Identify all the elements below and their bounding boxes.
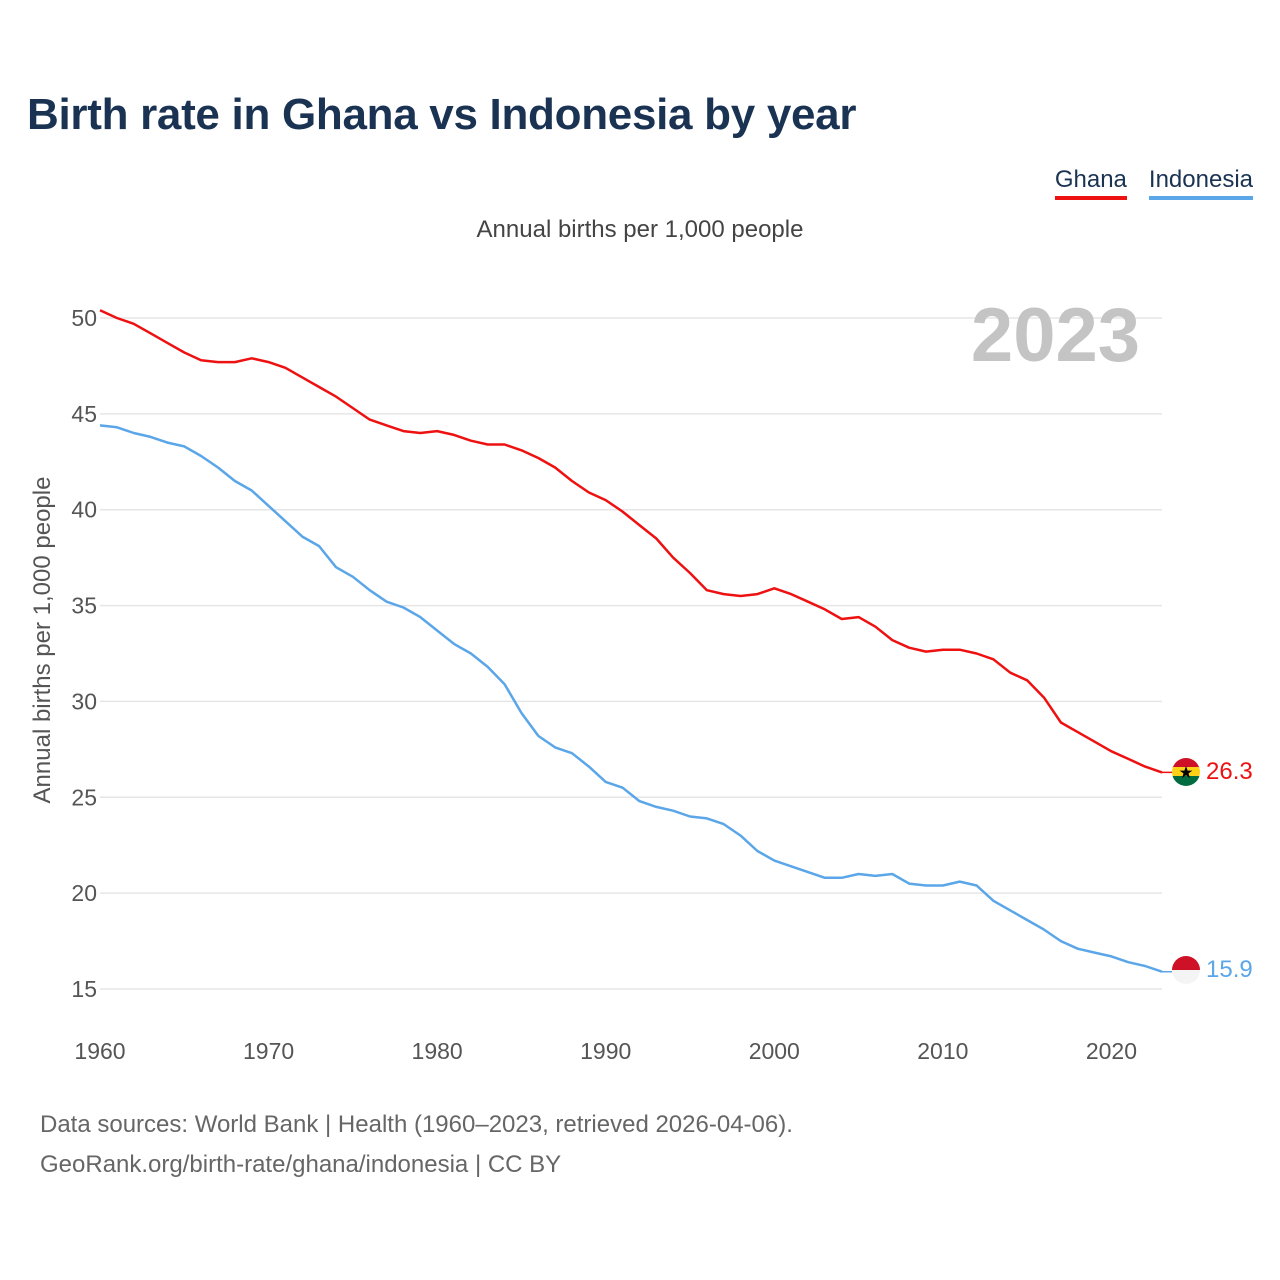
x-tick-label: 1970 xyxy=(243,1038,294,1064)
y-axis-ticks: 15 20 25 30 35 40 45 50 xyxy=(71,305,97,1002)
series-line-ghana[interactable] xyxy=(99,309,1163,774)
x-tick-label: 1960 xyxy=(74,1038,125,1064)
x-tick-label: 2000 xyxy=(749,1038,800,1064)
current-year-label: 2023 xyxy=(971,293,1140,378)
ghana-end-value: 26.3 xyxy=(1206,758,1253,785)
y-tick-label: 25 xyxy=(71,784,97,810)
chart-subtitle: Annual births per 1,000 people xyxy=(476,216,804,243)
x-tick-label: 2020 xyxy=(1086,1038,1137,1064)
y-tick-label: 15 xyxy=(71,976,97,1002)
x-tick-label: 1980 xyxy=(412,1038,463,1064)
x-axis-ticks: 1960 1970 1980 1990 2000 2010 2020 xyxy=(74,1038,1137,1064)
x-tick-label: 2010 xyxy=(917,1038,968,1064)
indonesia-end-value: 15.9 xyxy=(1206,956,1253,983)
y-tick-label: 35 xyxy=(71,593,97,619)
legend: Ghana Indonesia xyxy=(1054,166,1253,200)
y-tick-label: 40 xyxy=(71,497,97,523)
x-tick-label: 1990 xyxy=(580,1038,631,1064)
source-line-1: Data sources: World Bank | Health (1960–… xyxy=(40,1111,793,1138)
y-tick-label: 20 xyxy=(71,880,97,906)
series-line-indonesia[interactable] xyxy=(99,424,1163,973)
legend-item-indonesia[interactable]: Indonesia xyxy=(1148,166,1253,200)
y-tick-label: 45 xyxy=(71,401,97,427)
gridlines xyxy=(100,317,1162,990)
legend-item-ghana[interactable]: Ghana xyxy=(1054,166,1127,200)
source-line-2[interactable]: GeoRank.org/birth-rate/ghana/indonesia |… xyxy=(40,1151,562,1178)
source-note: Data sources: World Bank | Health (1960–… xyxy=(40,1105,793,1185)
y-tick-label: 50 xyxy=(71,305,97,331)
y-axis-label: Annual births per 1,000 people xyxy=(29,477,56,804)
y-tick-label: 30 xyxy=(71,688,97,714)
chart-title: Birth rate in Ghana vs Indonesia by year xyxy=(27,90,857,139)
series-lines xyxy=(99,309,1172,973)
indonesia-flag-icon xyxy=(1172,956,1200,984)
ghana-flag-icon xyxy=(1172,758,1200,786)
